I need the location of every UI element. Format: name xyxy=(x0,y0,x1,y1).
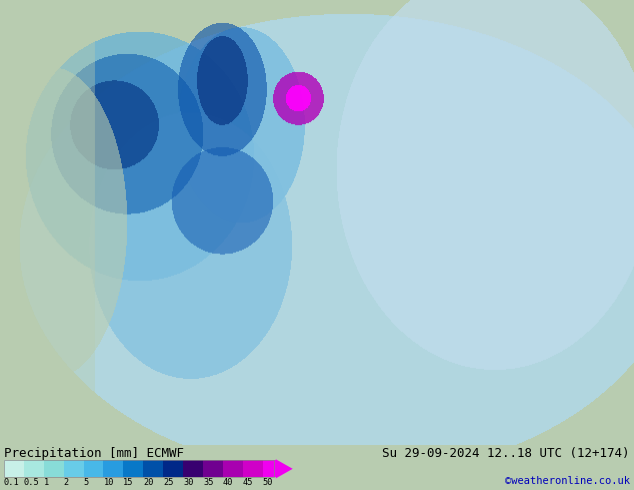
Bar xyxy=(103,460,124,477)
Polygon shape xyxy=(276,459,293,478)
Text: 35: 35 xyxy=(203,478,214,488)
Text: 2: 2 xyxy=(63,478,69,488)
Bar xyxy=(143,460,164,477)
Text: ©weatheronline.co.uk: ©weatheronline.co.uk xyxy=(505,476,630,487)
Text: 20: 20 xyxy=(143,478,154,488)
Bar xyxy=(243,460,263,477)
Bar xyxy=(124,460,144,477)
Text: 50: 50 xyxy=(263,478,273,488)
Text: 0.1: 0.1 xyxy=(4,478,20,488)
Bar xyxy=(4,460,275,477)
Bar xyxy=(4,460,24,477)
Text: 15: 15 xyxy=(124,478,134,488)
Bar xyxy=(23,460,44,477)
Bar xyxy=(163,460,184,477)
Bar xyxy=(84,460,104,477)
Text: 40: 40 xyxy=(223,478,233,488)
Text: 45: 45 xyxy=(243,478,254,488)
Bar xyxy=(44,460,64,477)
Text: Su 29-09-2024 12..18 UTC (12+174): Su 29-09-2024 12..18 UTC (12+174) xyxy=(382,447,630,460)
Text: 10: 10 xyxy=(103,478,114,488)
Text: 25: 25 xyxy=(163,478,174,488)
Text: Precipitation [mm] ECMWF: Precipitation [mm] ECMWF xyxy=(4,447,184,460)
Text: 30: 30 xyxy=(183,478,193,488)
Text: 5: 5 xyxy=(84,478,89,488)
Bar xyxy=(263,460,276,477)
Text: 0.5: 0.5 xyxy=(23,478,39,488)
Bar xyxy=(223,460,243,477)
Bar xyxy=(203,460,224,477)
Bar xyxy=(63,460,84,477)
Bar xyxy=(183,460,204,477)
Text: 1: 1 xyxy=(44,478,49,488)
